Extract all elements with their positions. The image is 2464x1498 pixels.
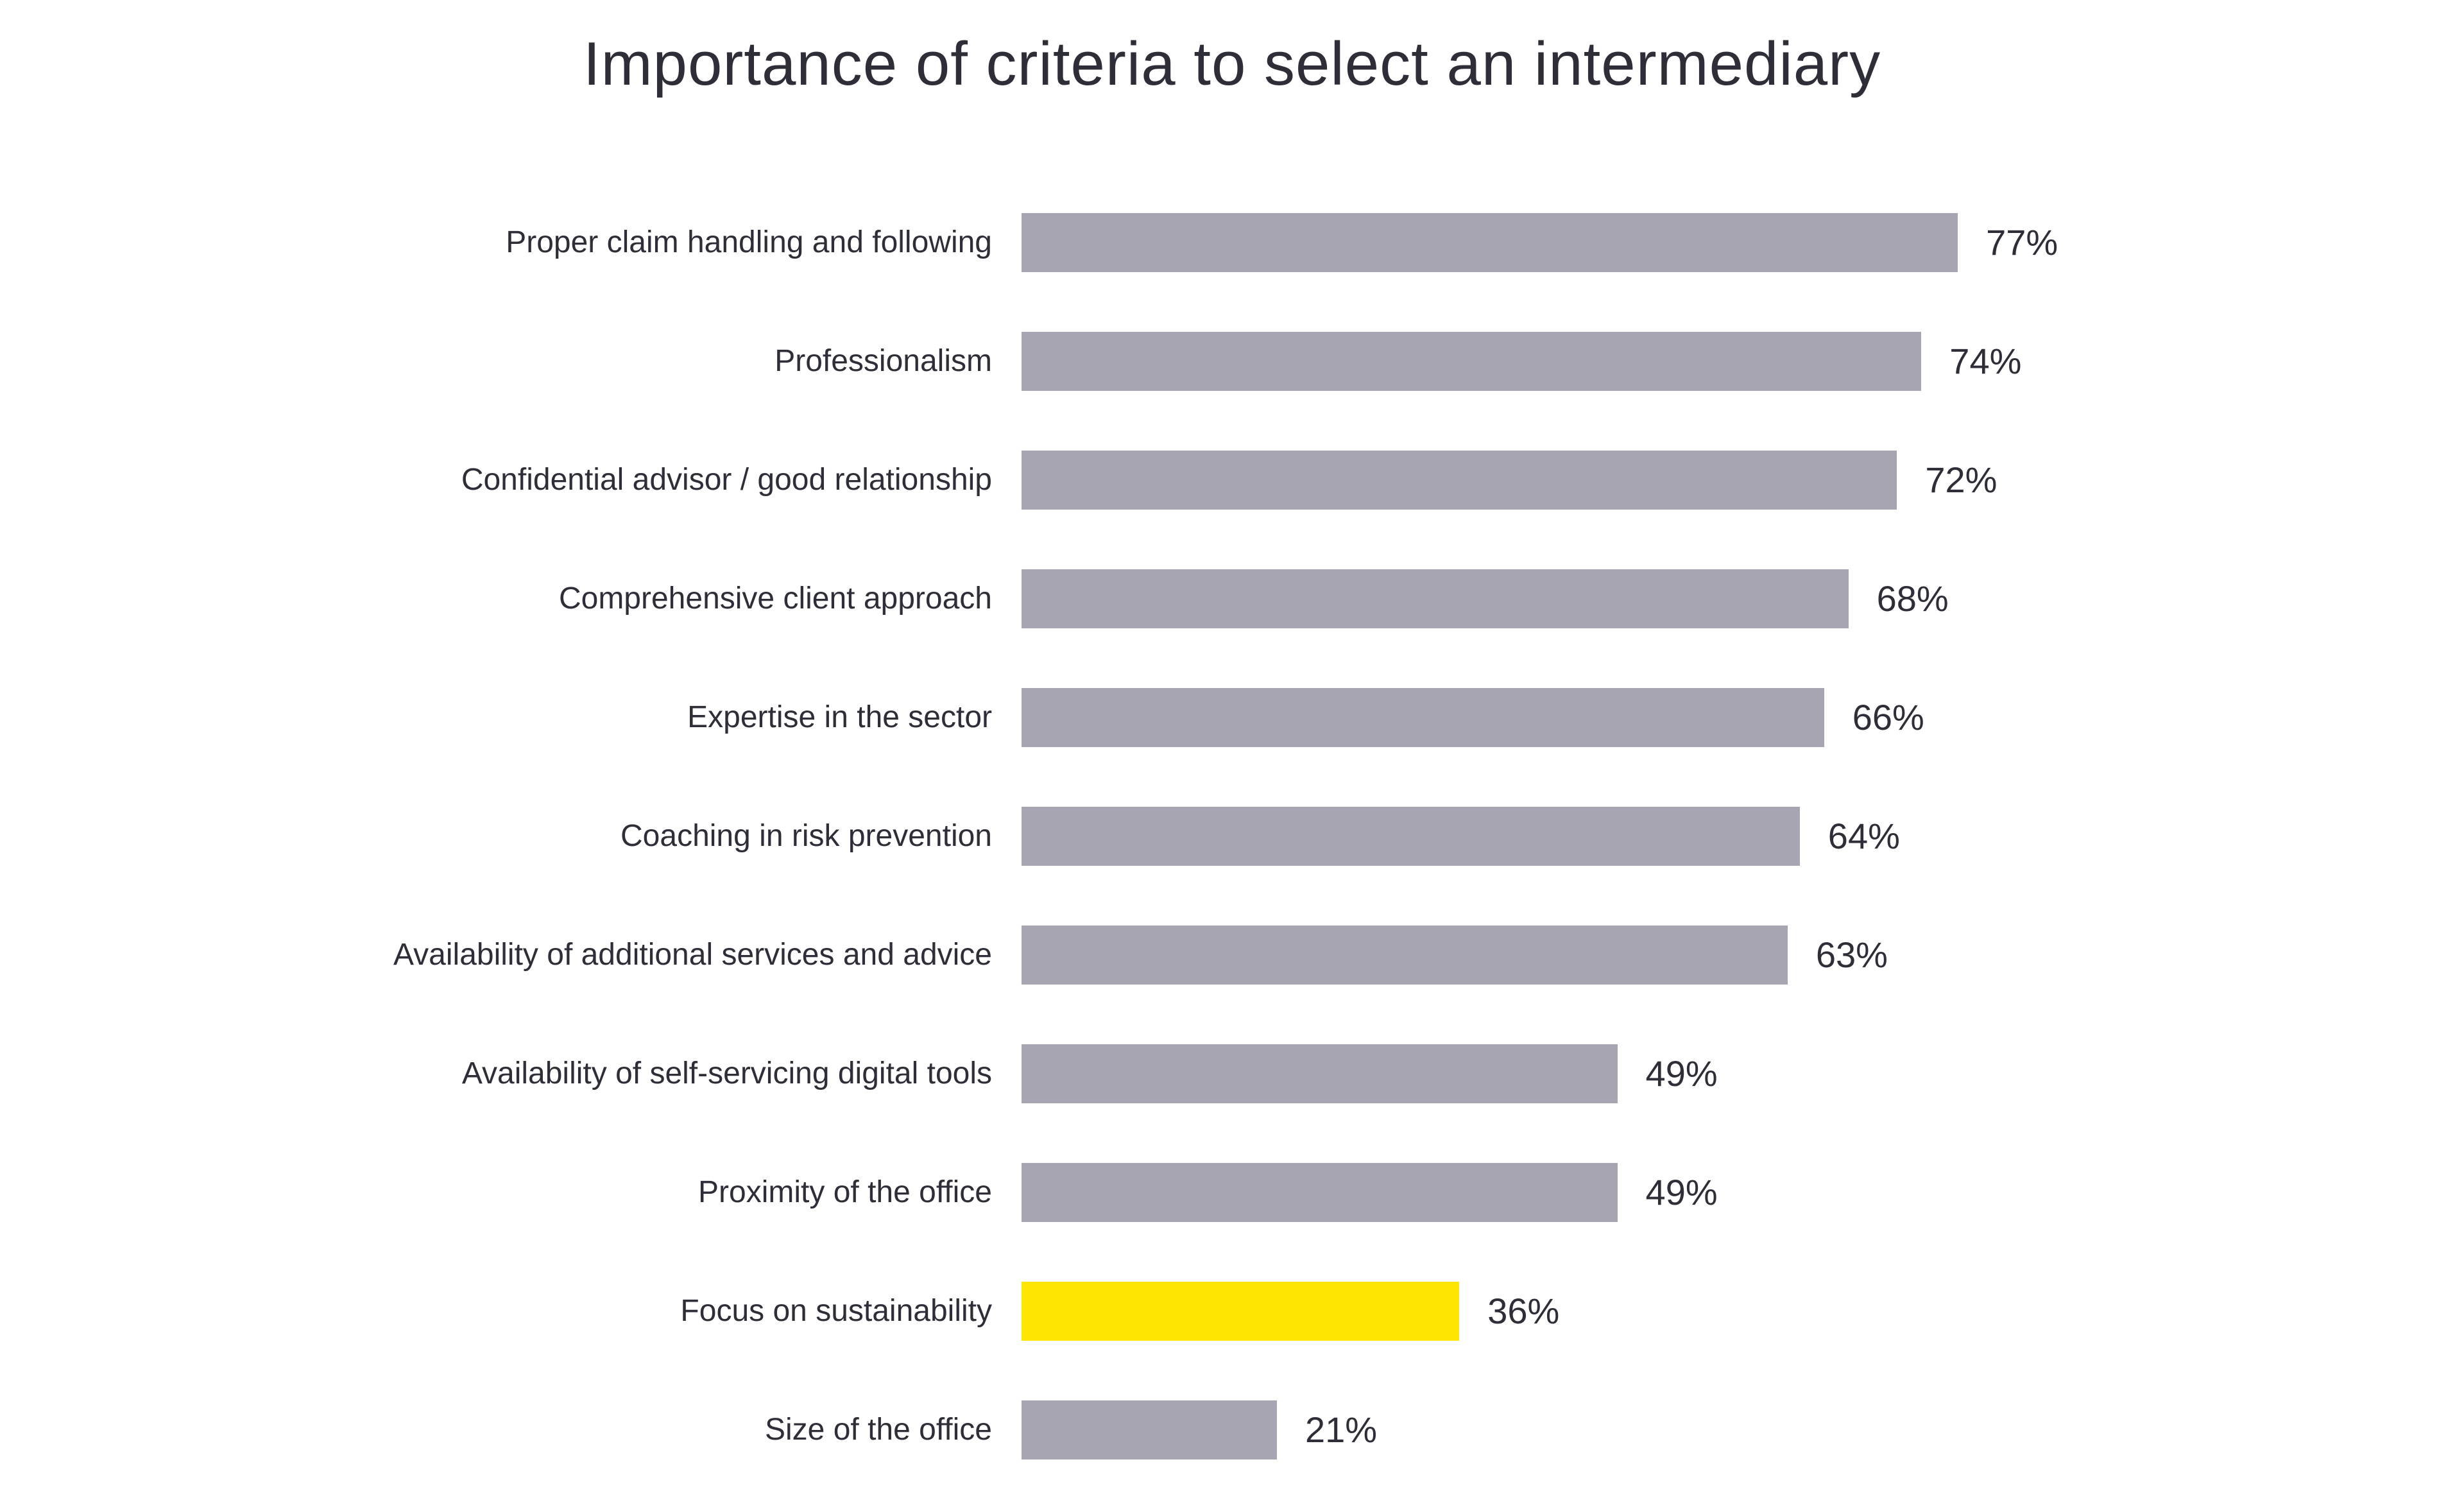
bar-category-label: Comprehensive client approach [558,581,992,616]
bar-value-label: 63% [1815,934,1888,975]
bar-row: Availability of self-servicing digital t… [0,1014,2464,1133]
bar-value-label: 66% [1852,697,1924,737]
bar-row: Proper claim handling and following 77% [0,183,2464,302]
bar-row: Focus on sustainability 36% [0,1252,2464,1370]
bar-category-label: Expertise in the sector [687,700,992,734]
bar-row: Comprehensive client approach 68% [0,539,2464,658]
bar-row: Confidential advisor / good relationship… [0,420,2464,539]
bar-value-label: 64% [1827,816,1900,856]
bar [1022,1044,1618,1103]
bar [1022,1400,1277,1459]
bar-category-label: Proper claim handling and following [506,225,992,259]
bar-value-label: 21% [1305,1409,1378,1450]
bar [1022,1281,1460,1341]
bar [1022,687,1824,747]
bar-value-label: 49% [1645,1053,1718,1094]
bar-category-label: Confidential advisor / good relationship [461,462,992,497]
bar-row: Proximity of the office 49% [0,1133,2464,1252]
bar-value-label: 72% [1925,460,1998,500]
bar-value-label: 77% [1986,222,2058,263]
bar [1022,925,1788,985]
bar [1022,331,1922,391]
bar-row: Professionalism 74% [0,302,2464,420]
bar [1022,450,1897,510]
bar [1022,806,1800,866]
bar-row: Size of the office 21% [0,1370,2464,1489]
bar [1022,212,1958,272]
bar-category-label: Proximity of the office [698,1175,992,1209]
bar-value-label: 74% [1949,341,2022,381]
chart-title: Importance of criteria to select an inte… [583,30,1881,98]
bar [1022,1162,1618,1222]
bar-value-label: 68% [1876,578,1949,619]
bar-row: Coaching in risk prevention 64% [0,777,2464,895]
bar-category-label: Availability of self-servicing digital t… [461,1056,992,1090]
bar-category-label: Size of the office [765,1412,992,1447]
bar-value-label: 49% [1645,1172,1718,1212]
bar-row: Availability of additional services and … [0,895,2464,1014]
bar-category-label: Coaching in risk prevention [620,818,992,853]
bar-row: Expertise in the sector 66% [0,658,2464,777]
bar-value-label: 36% [1487,1291,1560,1331]
bar-category-label: Focus on sustainability [680,1293,992,1328]
bar-chart: Proper claim handling and following 77% … [0,183,2464,1489]
bar [1022,569,1849,628]
bar-category-label: Availability of additional services and … [393,937,992,972]
bar-category-label: Professionalism [774,343,992,378]
